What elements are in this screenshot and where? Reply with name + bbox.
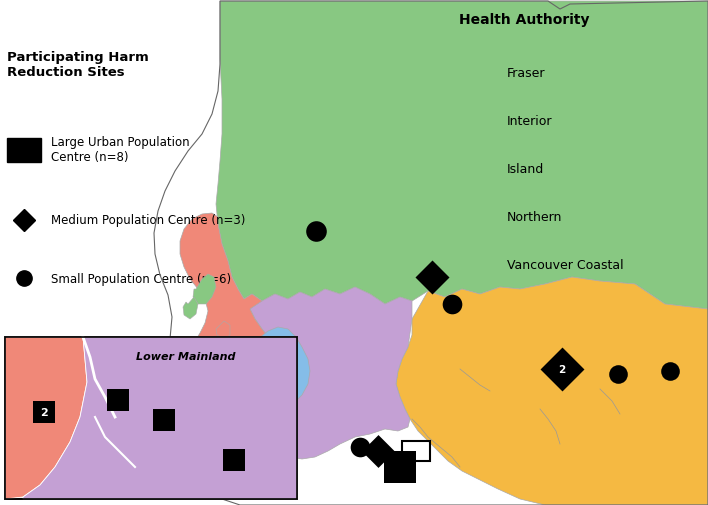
FancyBboxPatch shape [455,252,496,282]
Polygon shape [244,327,310,409]
Text: Island: Island [507,163,544,176]
Polygon shape [236,407,290,467]
Polygon shape [396,277,708,505]
Text: Health Authority: Health Authority [459,13,589,27]
Bar [402,441,430,461]
Polygon shape [216,321,230,339]
FancyBboxPatch shape [455,61,496,90]
Point [446,300,457,309]
Polygon shape [180,214,272,427]
Point [310,227,321,235]
Polygon shape [196,343,214,367]
Polygon shape [183,297,198,319]
FancyBboxPatch shape [7,139,41,163]
Text: Participating Harm
Reduction Sites: Participating Harm Reduction Sites [7,50,149,78]
Text: Fraser: Fraser [507,67,545,80]
Bar [107,389,129,411]
Polygon shape [23,337,297,499]
Point [556,365,568,373]
Text: Vancouver Coastal: Vancouver Coastal [507,259,624,272]
Point [354,443,365,451]
Bar [5,337,297,499]
Text: Northern: Northern [507,211,562,224]
Bar [223,449,245,471]
Bar [153,409,175,431]
FancyBboxPatch shape [455,205,496,234]
Point [426,273,438,281]
Point [664,367,675,375]
Point [612,370,624,378]
Text: 2: 2 [40,407,48,417]
Bar [5,337,297,499]
Bar [33,401,55,423]
Text: Lower Mainland: Lower Mainland [136,351,236,361]
Bar [384,451,416,483]
FancyBboxPatch shape [455,109,496,138]
FancyBboxPatch shape [455,157,496,186]
Polygon shape [216,2,708,310]
Polygon shape [193,274,216,305]
Text: Large Urban Population
Centre (n=8): Large Urban Population Centre (n=8) [51,135,190,164]
Polygon shape [5,337,87,499]
Polygon shape [248,287,412,459]
Text: Interior: Interior [507,115,552,128]
Point [372,447,384,455]
Text: Medium Population Centre (n=3): Medium Population Centre (n=3) [51,214,246,227]
Text: 2: 2 [559,364,566,374]
Text: Small Population Centre (n=6): Small Population Centre (n=6) [51,272,231,285]
